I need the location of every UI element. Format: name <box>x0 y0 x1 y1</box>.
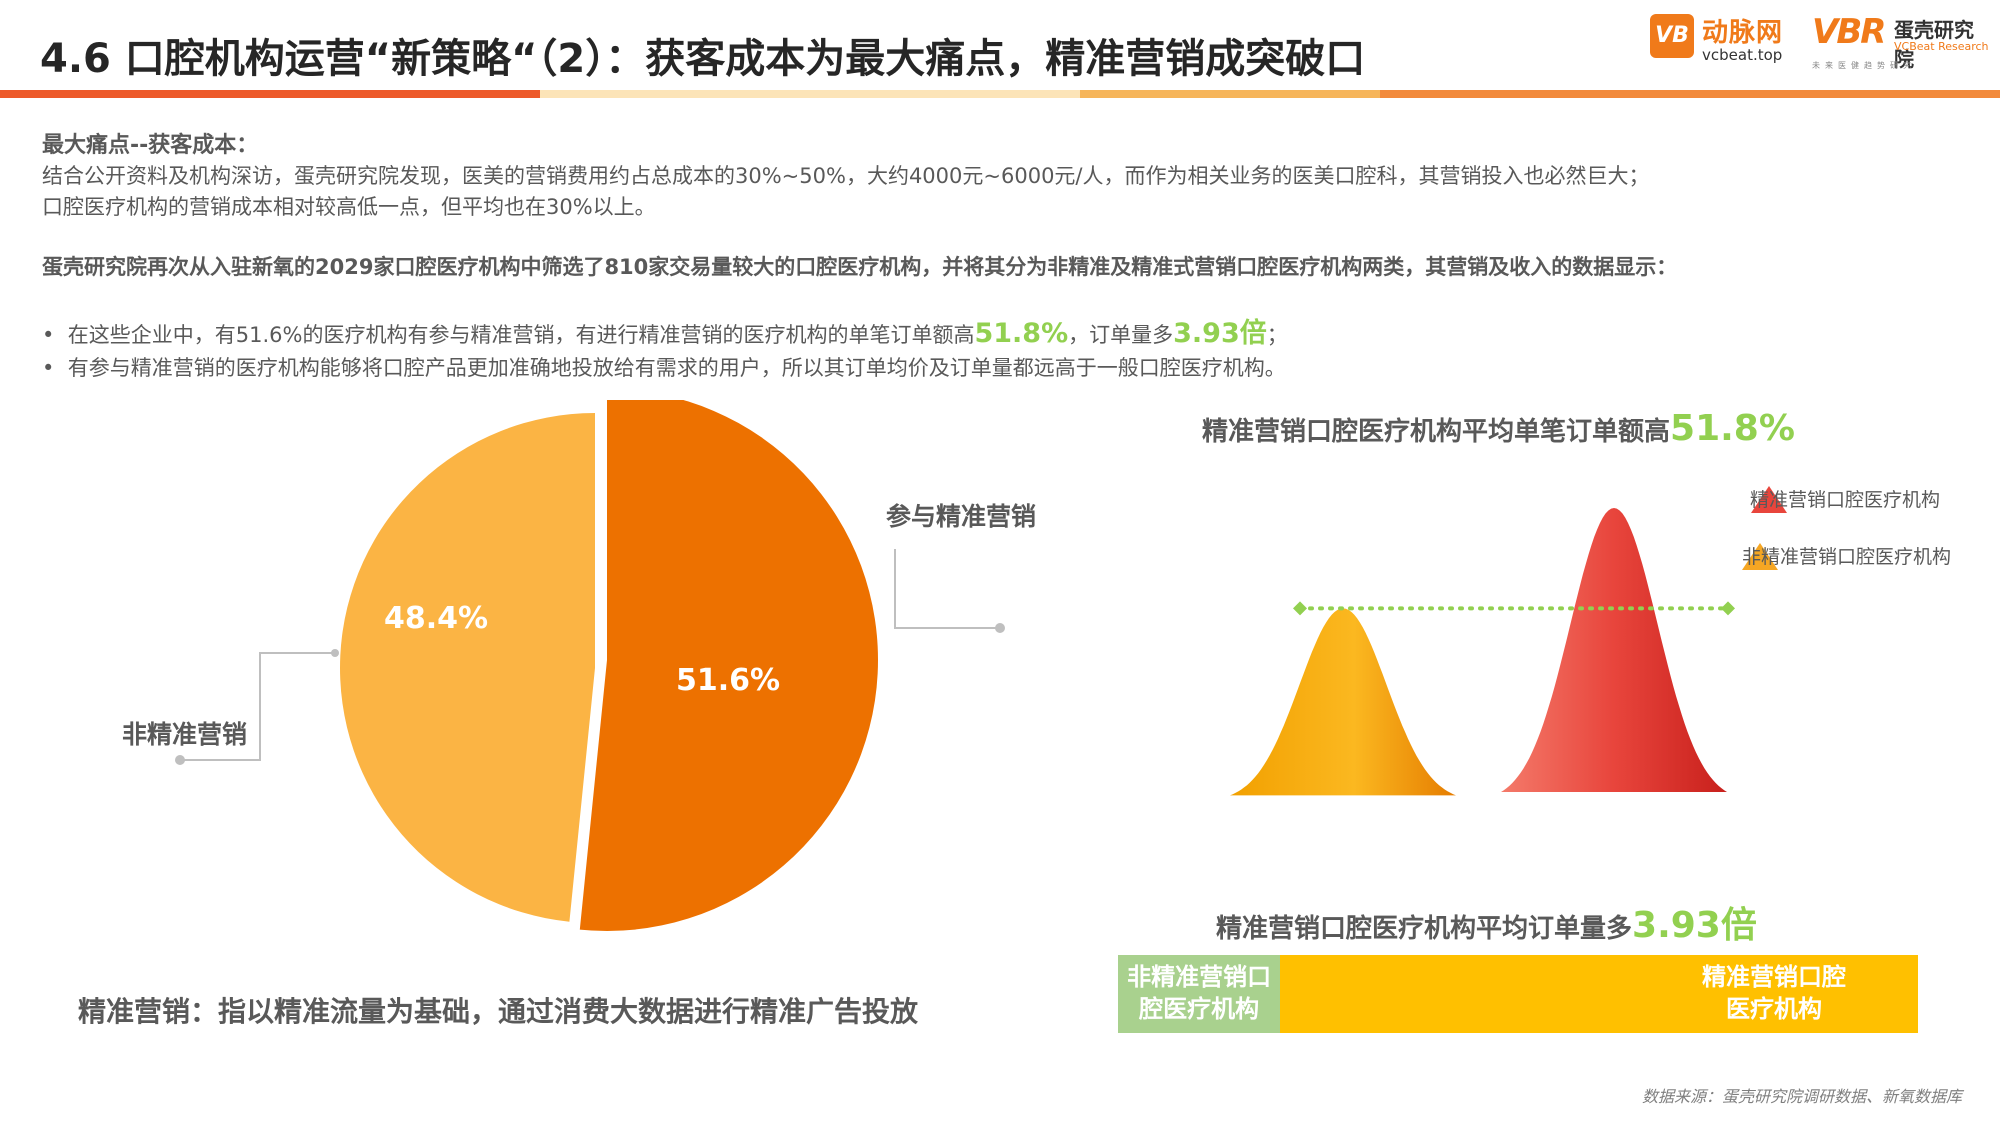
title-underline <box>0 90 2000 98</box>
bullet-2-text: 有参与精准营销的医疗机构能够将口腔产品更加准确地投放给有需求的用户，所以其订单均… <box>67 356 1286 380</box>
bullet-2: • 有参与精准营销的医疗机构能够将口腔产品更加准确地投放给有需求的用户，所以其订… <box>42 352 1286 384</box>
pie-leader-anchor-nonprecise <box>331 649 339 657</box>
vbr-logo-name: 蛋壳研究院 <box>1894 18 1974 71</box>
intro-heading: 最大痛点--获客成本： <box>42 133 259 158</box>
bullet-1-text: 在这些企业中，有51.6%的医疗机构有参与精准营销，有进行精准营销的医疗机构的单… <box>67 323 975 347</box>
bar-segment-nonprecise: 非精准营销口 腔医疗机构 <box>1118 955 1281 1033</box>
pie-category-label-nonprecise: 非精准营销 <box>122 720 247 749</box>
bullet-1-value-1: 51.8% <box>974 318 1069 349</box>
bar-label-nonprecise: 非精准营销口 腔医疗机构 <box>1118 961 1280 1025</box>
legend-icon-precise <box>1751 486 1787 513</box>
vcbeat-research-logo: VBR 蛋壳研究院 VCBeat Research 未来医健趋势研究 <box>1812 12 1992 72</box>
vbr-logo-en: VCBeat Research <box>1894 40 1989 53</box>
bullet-dot: • <box>42 356 68 380</box>
pie-slice-precise <box>579 400 878 931</box>
bar-segment-precise: 精准营销口腔 医疗机构 <box>1280 955 1918 1033</box>
curve-precise <box>1501 508 1727 792</box>
curve-chart-title-value: 51.8% <box>1670 408 1795 449</box>
pie-value-label-nonprecise: 48.4% <box>384 601 488 636</box>
bar-label-line: 医疗机构 <box>1725 995 1822 1023</box>
vb-logo-name: 动脉网 <box>1702 18 1784 48</box>
vcbeat-logo: VB 动脉网 vcbeat.top <box>1650 12 1800 64</box>
pie-leader-precise <box>894 549 1000 629</box>
curve-chart-title-text: 精准营销口腔医疗机构平均单笔订单额高 <box>1202 417 1671 447</box>
pie-leader-dot-precise <box>995 623 1005 633</box>
pie-slice-nonprecise <box>339 413 595 922</box>
reference-line-start-marker <box>1293 601 1307 616</box>
legend-icon-nonprecise <box>1742 543 1778 570</box>
curve-chart-title: 精准营销口腔医疗机构平均单笔订单额高51.8% <box>1202 408 1795 449</box>
bullet-1: • 在这些企业中，有51.6%的医疗机构有参与精准营销，有进行精准营销的医疗机构… <box>42 318 1288 351</box>
curve-chart <box>1230 486 1787 796</box>
pie-value-label-precise: 51.6% <box>676 663 780 698</box>
pie-category-label-precise: 参与精准营销 <box>886 502 1036 531</box>
legend-item-nonprecise: 非精准营销口腔医疗机构 <box>1742 546 1952 568</box>
bar-chart-title: 精准营销口腔医疗机构平均订单量多3.93倍 <box>1216 896 1757 948</box>
footnote: 精准营销：指以精准流量为基础，通过消费大数据进行精准广告投放 <box>78 995 919 1028</box>
vbr-logo-tagline: 未来医健趋势研究 <box>1812 61 1916 70</box>
data-source: 数据来源：蛋壳研究院调研数据、新氧数据库 <box>1641 1087 1962 1106</box>
bar-chart-title-text: 精准营销口腔医疗机构平均订单量多 <box>1216 914 1633 944</box>
pie-leader-dot-nonprecise <box>175 755 185 765</box>
bullet-1-end: ； <box>1266 323 1288 347</box>
bar-label-line: 精准营销口腔 <box>1701 963 1846 991</box>
bar-chart: 非精准营销口 腔医疗机构 精准营销口腔 医疗机构 <box>1118 955 1918 1033</box>
vb-logo-url: vcbeat.top <box>1702 46 1783 64</box>
intro-paragraph-2: 蛋壳研究院再次从入驻新氧的2029家口腔医疗机构中筛选了810家交易量较大的口腔… <box>42 255 1678 279</box>
vb-logo-mark: VB <box>1650 14 1694 58</box>
curve-nonprecise <box>1230 608 1456 796</box>
intro-line-2: 口腔医疗机构的营销成本相对较高低一点，但平均也在30%以上。 <box>42 195 656 219</box>
bar-label-line: 非精准营销口 <box>1127 963 1272 991</box>
page-title: 4.6 口腔机构运营“新策略“（2）：获客成本为最大痛点，精准营销成突破口 <box>40 36 1366 82</box>
bar-label-line: 腔医疗机构 <box>1139 995 1260 1023</box>
bullet-1-value-2: 3.93倍 <box>1173 318 1267 349</box>
vbr-logo-mark: VBR <box>1812 12 1886 52</box>
pie-leader-nonprecise <box>180 652 335 761</box>
bullet-dot: • <box>42 323 68 347</box>
bar-label-precise: 精准营销口腔 医疗机构 <box>1684 961 1864 1025</box>
bullet-1-mid: ，订单量多 <box>1068 323 1174 347</box>
reference-line-end-marker <box>1721 601 1735 616</box>
bar-chart-title-value: 3.93倍 <box>1632 905 1757 946</box>
legend-item-precise: 精准营销口腔医疗机构 <box>1750 489 1941 511</box>
intro-line-1: 结合公开资料及机构深访，蛋壳研究院发现，医美的营销费用约占总成本的30%~50%… <box>42 164 1650 188</box>
